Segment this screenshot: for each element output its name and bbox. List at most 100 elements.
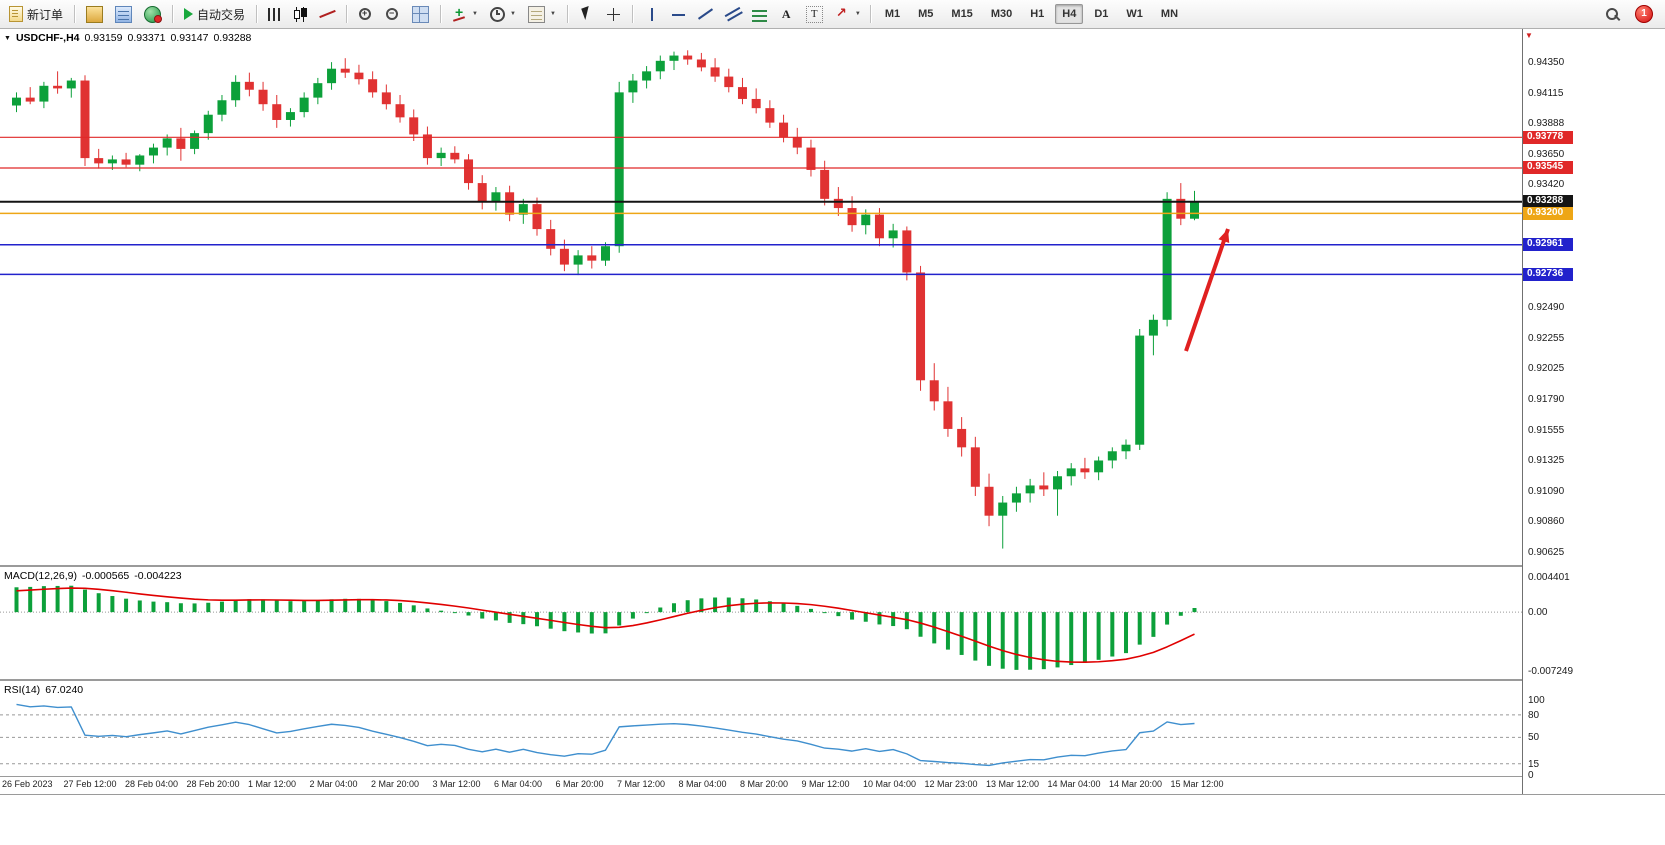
- price-chart-pane[interactable]: ▼ USDCHF-,H4 0.93159 0.93371 0.93147 0.9…: [0, 29, 1522, 565]
- bar-chart-button[interactable]: [263, 3, 286, 25]
- templates-button[interactable]: ▼: [523, 3, 561, 25]
- rsi-axis-label: 100: [1528, 694, 1545, 706]
- horizontal-line-icon: [671, 7, 686, 22]
- chart-title: ▼ USDCHF-,H4 0.93159 0.93371 0.93147 0.9…: [4, 32, 251, 44]
- time-axis-label: 3 Mar 12:00: [432, 779, 481, 789]
- arrows-button[interactable]: ▼: [830, 3, 866, 25]
- timeframe-w1-button[interactable]: W1: [1119, 4, 1150, 24]
- time-axis[interactable]: 26 Feb 2023 27 Feb 12:00 28 Feb 04:00 28 Fe…: [0, 777, 1522, 793]
- ohlc-open: 0.93159: [84, 32, 123, 44]
- time-axis-border: [0, 794, 1665, 795]
- auto-trading-icon: [184, 8, 194, 20]
- macd-main-value: -0.000565: [81, 570, 130, 582]
- ohlc-high: 0.93371: [127, 32, 166, 44]
- text-button[interactable]: [774, 3, 799, 25]
- zoom-in-button[interactable]: [353, 3, 378, 25]
- rsi-axis-label: 15: [1528, 758, 1540, 770]
- indicators-button[interactable]: ▼: [447, 3, 483, 25]
- vertical-line-button[interactable]: [639, 3, 664, 25]
- price-axis-label: 0.90625: [1528, 546, 1565, 558]
- timeframe-d1-button[interactable]: D1: [1087, 4, 1115, 24]
- trendline-button[interactable]: [693, 3, 718, 25]
- new-order-button[interactable]: 新订单: [4, 3, 68, 25]
- new-order-label: 新订单: [27, 7, 64, 22]
- chart-menu-triangle-icon[interactable]: ▼: [4, 34, 11, 42]
- toolbar-separator: [440, 5, 442, 23]
- time-axis-label: 8 Mar 20:00: [740, 779, 789, 789]
- tile-windows-button[interactable]: [407, 3, 434, 25]
- timeframe-h1-button[interactable]: H1: [1023, 4, 1051, 24]
- timeframe-m1-button[interactable]: M1: [878, 4, 907, 24]
- equidistant-channel-button[interactable]: [720, 3, 745, 25]
- macd-axis-label: 0.00: [1528, 607, 1548, 619]
- macd-title: MACD(12,26,9) -0.000565 -0.004223: [4, 570, 182, 582]
- search-button[interactable]: [1600, 2, 1625, 26]
- periods-button[interactable]: ▼: [485, 3, 521, 25]
- templates-icon: [527, 5, 545, 23]
- time-axis-label: 28 Feb 04:00: [125, 779, 179, 789]
- price-axis-label: 0.90860: [1528, 515, 1565, 527]
- pane-splitter: [0, 776, 1665, 777]
- text-label-button[interactable]: [801, 3, 828, 25]
- macd-indicator-pane[interactable]: MACD(12,26,9) -0.000565 -0.004223: [0, 567, 1522, 679]
- fibonacci-button[interactable]: [747, 3, 772, 25]
- price-axis-label: 0.92255: [1528, 332, 1565, 344]
- crosshair-button[interactable]: [601, 3, 626, 25]
- toolbar-separator: [256, 5, 258, 23]
- rsi-indicator-pane[interactable]: RSI(14) 67.0240: [0, 681, 1522, 775]
- navigator-button[interactable]: [139, 3, 166, 25]
- vertical-line-icon: [644, 7, 659, 22]
- horizontal-line-button[interactable]: [666, 3, 691, 25]
- timeframe-m5-button[interactable]: M5: [911, 4, 940, 24]
- market-watch-button[interactable]: [110, 3, 137, 25]
- price-axis-label: 0.93888: [1528, 117, 1565, 129]
- timeframe-m15-button[interactable]: M15: [944, 4, 979, 24]
- caret-down-icon: ▼: [472, 11, 478, 17]
- price-chart-canvas[interactable]: [0, 29, 1522, 565]
- time-axis-label: 2 Mar 04:00: [309, 779, 358, 789]
- price-line-badge: 0.92961: [1523, 238, 1573, 252]
- toolbar-separator: [74, 5, 76, 23]
- scale-marker-icon: ▼: [1525, 31, 1533, 40]
- zoom-out-button[interactable]: [380, 3, 405, 25]
- profiles-button[interactable]: [81, 3, 108, 25]
- price-axis-label: 0.91790: [1528, 393, 1565, 405]
- navigator-icon: [144, 5, 163, 23]
- timeframe-mn-button[interactable]: MN: [1154, 4, 1185, 24]
- tile-windows-icon: [412, 5, 430, 23]
- line-chart-button[interactable]: [315, 3, 340, 25]
- cursor-button[interactable]: [574, 3, 599, 25]
- timeframe-h4-button[interactable]: H4: [1055, 4, 1084, 24]
- rsi-canvas[interactable]: [0, 681, 1522, 775]
- rsi-title: RSI(14) 67.0240: [4, 684, 83, 696]
- trendline-icon: [698, 7, 713, 22]
- price-scale-column[interactable]: ▼ 0.94350 0.94115 0.93888 0.93650 0.93420 0.9…: [1522, 29, 1665, 794]
- price-axis-label: 0.93420: [1528, 179, 1565, 191]
- time-axis-label: 27 Feb 12:00: [63, 779, 117, 789]
- pane-splitter[interactable]: [0, 679, 1665, 681]
- price-axis-label: 0.94115: [1528, 88, 1564, 100]
- ohlc-close: 0.93288: [213, 32, 252, 44]
- time-axis-label: 9 Mar 12:00: [801, 779, 850, 789]
- price-line-badge: 0.93288: [1523, 195, 1573, 209]
- candlestick-chart-icon: [293, 6, 308, 22]
- time-axis-label: 15 Mar 12:00: [1170, 779, 1224, 789]
- candlestick-chart-button[interactable]: [288, 3, 313, 25]
- notification-badge[interactable]: 1: [1635, 5, 1653, 23]
- macd-signal-value: -0.004223: [134, 570, 182, 582]
- macd-label: MACD(12,26,9): [4, 570, 77, 582]
- macd-canvas[interactable]: [0, 567, 1522, 679]
- timeframe-m30-button[interactable]: M30: [984, 4, 1019, 24]
- text-label-icon: [805, 5, 823, 23]
- rsi-axis-label: 0: [1528, 770, 1534, 781]
- auto-trading-button[interactable]: 自动交易: [179, 3, 250, 25]
- time-axis-label: 28 Feb 20:00: [186, 779, 240, 789]
- pane-splitter[interactable]: [0, 565, 1665, 567]
- caret-down-icon: ▼: [854, 11, 861, 17]
- new-order-icon: [9, 6, 23, 22]
- rsi-axis-label: 50: [1528, 732, 1540, 744]
- toolbar-separator: [566, 5, 568, 23]
- fibonacci-icon: [751, 6, 767, 22]
- price-line-badge: 0.92736: [1523, 267, 1573, 281]
